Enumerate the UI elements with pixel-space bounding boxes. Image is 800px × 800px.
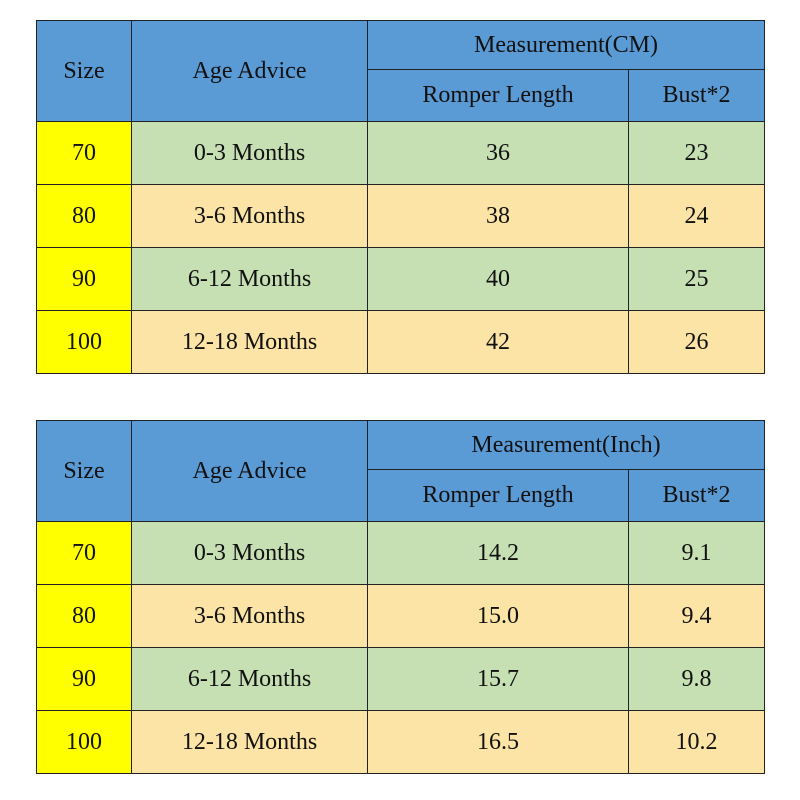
table-row: 80 3-6 Months 38 24: [36, 184, 766, 248]
size-header: Size: [36, 420, 132, 522]
age-advice-header: Age Advice: [131, 20, 368, 122]
size-cell: 80: [36, 584, 132, 648]
measurement-group-header: Measurement(CM): [366, 20, 766, 70]
romper-length-cell: 15.7: [367, 647, 629, 711]
age-advice-cell: 6-12 Months: [131, 647, 368, 711]
bust-cell: 25: [627, 247, 766, 311]
table-row: 100 12-18 Months 42 26: [36, 310, 766, 374]
bust-cell: 23: [627, 121, 766, 185]
romper-length-cell: 40: [367, 247, 629, 311]
age-advice-cell: 0-3 Months: [131, 121, 368, 185]
size-cell: 90: [36, 647, 132, 711]
table-row: 100 12-18 Months 16.5 10.2: [36, 710, 765, 774]
bust-cell: 9.1: [628, 521, 765, 585]
size-header: Size: [36, 20, 132, 122]
age-advice-cell: 3-6 Months: [131, 184, 368, 248]
romper-length-cell: 15.0: [367, 584, 629, 648]
bust-cell: 26: [627, 310, 766, 374]
romper-length-header: Romper Length: [367, 469, 629, 522]
bust-header: Bust*2: [627, 69, 766, 122]
size-cell: 100: [36, 310, 132, 374]
size-cell: 80: [36, 184, 132, 248]
romper-length-cell: 36: [367, 121, 629, 185]
romper-length-cell: 38: [367, 184, 629, 248]
age-advice-cell: 0-3 Months: [131, 521, 368, 585]
bust-cell: 10.2: [628, 710, 765, 774]
table-row: 90 6-12 Months 15.7 9.8: [36, 647, 765, 711]
age-advice-cell: 12-18 Months: [131, 710, 368, 774]
table-row: 90 6-12 Months 40 25: [36, 247, 766, 311]
size-chart-cm-table: Size Age Advice Measurement(CM) Romper L…: [36, 20, 766, 374]
romper-length-cell: 42: [367, 310, 629, 374]
romper-length-cell: 16.5: [367, 710, 629, 774]
age-advice-cell: 12-18 Months: [131, 310, 368, 374]
size-cell: 70: [36, 121, 132, 185]
size-chart-inch-table: Size Age Advice Measurement(Inch) Romper…: [36, 420, 765, 774]
size-cell: 90: [36, 247, 132, 311]
romper-length-cell: 14.2: [367, 521, 629, 585]
romper-length-header: Romper Length: [367, 69, 629, 122]
bust-cell: 9.4: [628, 584, 765, 648]
table-row: 80 3-6 Months 15.0 9.4: [36, 584, 765, 648]
size-cell: 100: [36, 710, 132, 774]
bust-cell: 24: [627, 184, 766, 248]
table-row: 70 0-3 Months 14.2 9.1: [36, 521, 765, 585]
age-advice-header: Age Advice: [131, 420, 368, 522]
bust-header: Bust*2: [628, 469, 765, 522]
age-advice-cell: 3-6 Months: [131, 584, 368, 648]
bust-cell: 9.8: [628, 647, 765, 711]
size-cell: 70: [36, 521, 132, 585]
table-row: 70 0-3 Months 36 23: [36, 121, 766, 185]
measurement-group-header: Measurement(Inch): [367, 420, 765, 470]
age-advice-cell: 6-12 Months: [131, 247, 368, 311]
